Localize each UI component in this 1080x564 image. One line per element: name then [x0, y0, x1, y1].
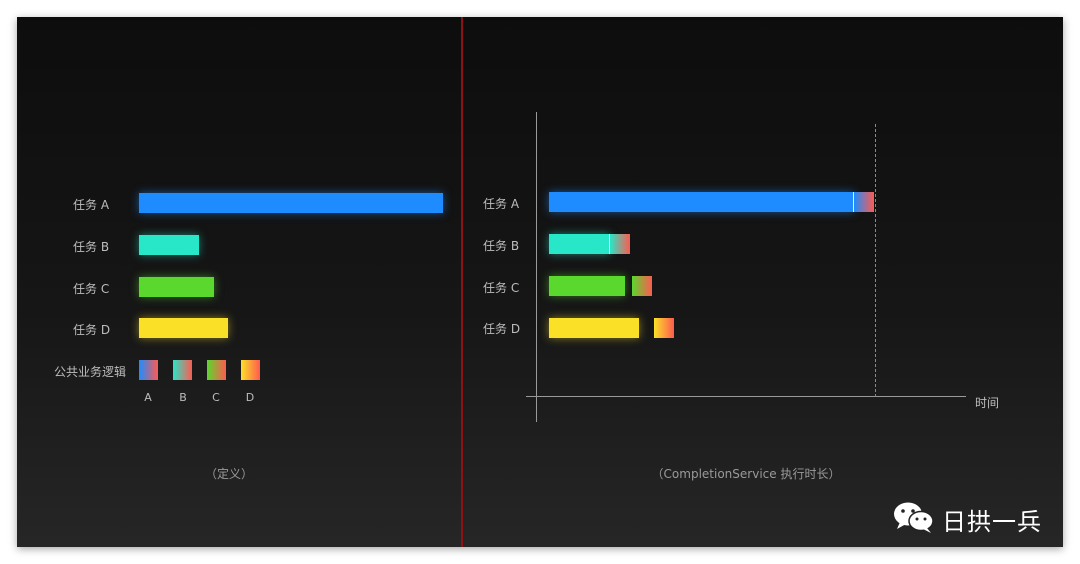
- left-task-b-bar: [139, 235, 199, 255]
- right-task-a-common-bar: [854, 192, 874, 212]
- right-task-a-label: 任务 A: [483, 197, 520, 211]
- time-axis-vertical: [536, 112, 537, 422]
- time-axis-label: 时间: [975, 396, 1000, 410]
- common-logic-a-bar: [139, 360, 158, 380]
- right-task-b-bar: [549, 234, 610, 254]
- right-task-d-common-bar: [654, 318, 674, 338]
- left-task-b-label: 任务 B: [73, 240, 110, 254]
- left-caption: （定义）: [204, 467, 254, 481]
- right-caption: （CompletionService 执行时长）: [651, 467, 841, 481]
- left-task-c-bar: [139, 277, 214, 297]
- common-logic-c-bar: [207, 360, 226, 380]
- common-logic-b-bar: [173, 360, 192, 380]
- right-task-b-label: 任务 B: [483, 239, 520, 253]
- left-task-a-bar: [139, 193, 443, 213]
- common-tick-c: C: [212, 391, 220, 404]
- common-logic-d-bar: [241, 360, 260, 380]
- completion-dashed-line: [875, 124, 876, 397]
- left-task-a-label: 任务 A: [73, 198, 110, 212]
- wechat-icon: [892, 500, 936, 538]
- right-task-c-label: 任务 C: [483, 281, 520, 295]
- right-task-c-common-bar: [632, 276, 652, 296]
- common-tick-d: D: [245, 391, 255, 404]
- time-axis-horizontal: [526, 396, 966, 397]
- right-task-d-label: 任务 D: [483, 322, 521, 336]
- right-task-d-bar: [549, 318, 639, 338]
- right-task-a-bar: [549, 192, 854, 212]
- panel-divider: [461, 17, 463, 547]
- common-tick-b: B: [179, 391, 187, 404]
- right-task-c-bar: [549, 276, 625, 296]
- left-task-d-bar: [139, 318, 228, 338]
- brand-watermark: 日拱一兵: [892, 500, 1042, 538]
- common-logic-label: 公共业务逻辑: [54, 365, 127, 379]
- brand-name: 日拱一兵: [942, 507, 1042, 536]
- left-task-d-label: 任务 D: [73, 323, 111, 337]
- common-tick-a: A: [144, 391, 152, 404]
- left-task-c-label: 任务 C: [73, 282, 110, 296]
- right-task-b-common-bar: [610, 234, 630, 254]
